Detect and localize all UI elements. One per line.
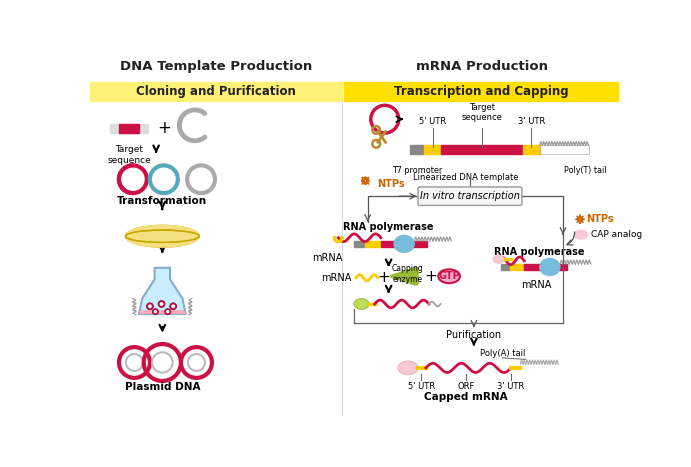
Bar [540, 145, 589, 154]
Text: Capped mRNA: Capped mRNA [424, 392, 508, 402]
Text: Poly(T) tail: Poly(T) tail [564, 166, 606, 175]
Bar [424, 145, 442, 154]
Text: +: + [425, 269, 437, 284]
FancyBboxPatch shape [418, 187, 522, 205]
Text: +: + [377, 270, 390, 285]
Text: mRNA Production: mRNA Production [415, 60, 548, 73]
Bar [510, 264, 524, 270]
Ellipse shape [126, 226, 199, 247]
Circle shape [158, 301, 165, 307]
Ellipse shape [354, 298, 369, 309]
Bar [442, 145, 522, 154]
Bar [344, 82, 618, 101]
Polygon shape [139, 310, 186, 314]
Circle shape [164, 309, 171, 315]
Polygon shape [139, 268, 186, 314]
Text: In vitro transcription: In vitro transcription [420, 191, 520, 201]
Text: Plasmid DNA: Plasmid DNA [124, 382, 200, 392]
Text: Target
sequence: Target sequence [462, 103, 503, 122]
Text: mRNA: mRNA [312, 253, 342, 263]
Bar [91, 82, 342, 101]
Text: Cloning and Purification: Cloning and Purification [136, 85, 296, 98]
Circle shape [152, 309, 158, 315]
Text: +: + [157, 120, 171, 137]
Ellipse shape [438, 269, 460, 283]
Text: Capping
enzyme: Capping enzyme [392, 264, 424, 283]
Bar [381, 241, 427, 247]
Ellipse shape [398, 361, 418, 375]
Text: ORF: ORF [457, 382, 475, 391]
Bar [524, 264, 567, 270]
Ellipse shape [126, 230, 199, 242]
Text: Transcription and Capping: Transcription and Capping [395, 85, 569, 98]
Text: Transformation: Transformation [117, 196, 207, 206]
Text: RNA polymerase: RNA polymerase [495, 248, 585, 257]
Circle shape [160, 302, 164, 306]
Bar [110, 124, 149, 133]
Text: 5' UTR: 5' UTR [419, 117, 446, 126]
Text: 3' UTR: 3' UTR [498, 382, 524, 391]
Text: Poly(A) tail: Poly(A) tail [480, 349, 525, 358]
Circle shape [171, 304, 175, 308]
Ellipse shape [493, 255, 505, 264]
Circle shape [170, 303, 177, 310]
Bar [522, 145, 540, 154]
Ellipse shape [394, 235, 414, 252]
Text: DNA Template Production: DNA Template Production [120, 60, 312, 73]
Text: mRNA: mRNA [321, 273, 352, 283]
Circle shape [153, 310, 157, 313]
Text: Linearized DNA template: Linearized DNA template [413, 173, 519, 182]
Bar [354, 241, 366, 247]
Polygon shape [390, 268, 418, 285]
Ellipse shape [126, 226, 199, 247]
Bar [366, 241, 381, 247]
Text: 3' UTR: 3' UTR [518, 117, 545, 126]
Ellipse shape [540, 259, 560, 276]
Text: RNA polymerase: RNA polymerase [343, 222, 434, 232]
Circle shape [166, 310, 169, 313]
Text: T7 promoter: T7 promoter [392, 166, 442, 175]
Text: 5' UTR: 5' UTR [408, 382, 435, 391]
Bar [410, 145, 424, 154]
Bar [119, 124, 139, 133]
Text: mRNA: mRNA [521, 280, 551, 290]
Circle shape [148, 304, 152, 308]
Bar [501, 264, 510, 270]
Text: NTPs: NTPs [377, 179, 405, 189]
Text: Target
sequence: Target sequence [107, 145, 151, 165]
Text: NTPs: NTPs [586, 214, 614, 224]
Ellipse shape [573, 230, 589, 240]
Text: CAP analog: CAP analog [591, 230, 642, 239]
Text: GTP: GTP [438, 271, 460, 281]
Text: Purification: Purification [446, 330, 502, 340]
Circle shape [146, 303, 153, 310]
